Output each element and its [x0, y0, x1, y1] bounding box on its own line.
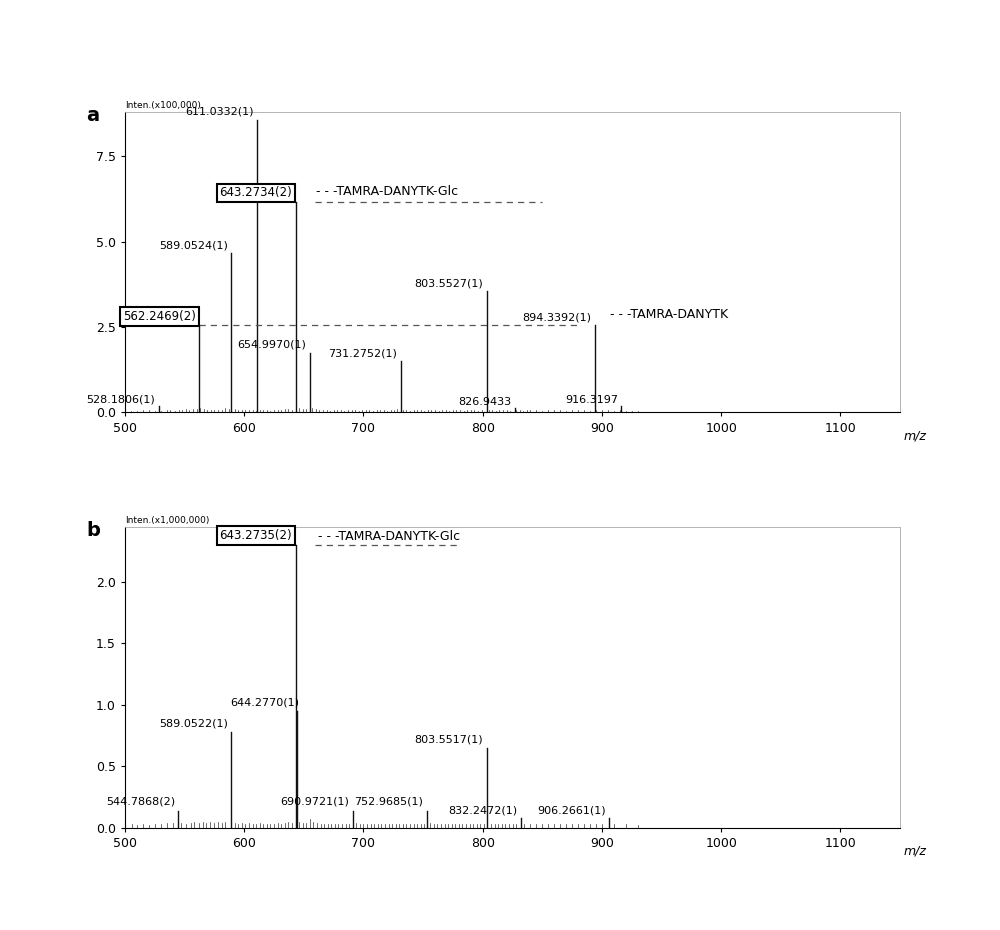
Text: 562.2469(2): 562.2469(2) [123, 310, 196, 323]
Text: 654.9970(1): 654.9970(1) [237, 339, 306, 350]
Text: 643.2734(2): 643.2734(2) [219, 187, 292, 199]
Text: 803.5527(1): 803.5527(1) [415, 278, 483, 288]
Text: 826.9433: 826.9433 [458, 397, 511, 406]
Text: Inten.(x1,000,000): Inten.(x1,000,000) [125, 516, 209, 525]
Text: 589.0522(1): 589.0522(1) [159, 718, 228, 728]
Text: a: a [86, 106, 99, 125]
Text: 690.9721(1): 690.9721(1) [280, 797, 349, 807]
Text: - - -TAMRA-DANYTK: - - -TAMRA-DANYTK [610, 308, 728, 321]
Text: 752.9685(1): 752.9685(1) [354, 797, 423, 807]
Text: 528.1806(1): 528.1806(1) [86, 394, 155, 405]
Text: 643.2735(2): 643.2735(2) [220, 528, 292, 541]
Text: - - -TAMRA-DANYTK-Glc: - - -TAMRA-DANYTK-Glc [316, 185, 458, 198]
Text: b: b [86, 521, 100, 539]
Text: 644.2770(1): 644.2770(1) [230, 698, 299, 708]
Text: 611.0332(1): 611.0332(1) [185, 107, 254, 117]
Text: 894.3392(1): 894.3392(1) [523, 312, 592, 323]
Text: 803.5517(1): 803.5517(1) [415, 734, 483, 744]
Text: m/z: m/z [904, 429, 927, 442]
Text: - - -TAMRA-DANYTK-Glc: - - -TAMRA-DANYTK-Glc [318, 530, 460, 543]
Text: 832.2472(1): 832.2472(1) [448, 805, 518, 816]
Text: 906.2661(1): 906.2661(1) [537, 805, 606, 816]
Text: 544.7868(2): 544.7868(2) [106, 797, 175, 807]
Text: 589.0524(1): 589.0524(1) [159, 241, 228, 251]
Text: 916.3197: 916.3197 [565, 394, 618, 405]
Text: Inten.(x100,000): Inten.(x100,000) [125, 101, 201, 110]
Text: m/z: m/z [904, 844, 927, 857]
Text: 731.2752(1): 731.2752(1) [328, 349, 397, 358]
